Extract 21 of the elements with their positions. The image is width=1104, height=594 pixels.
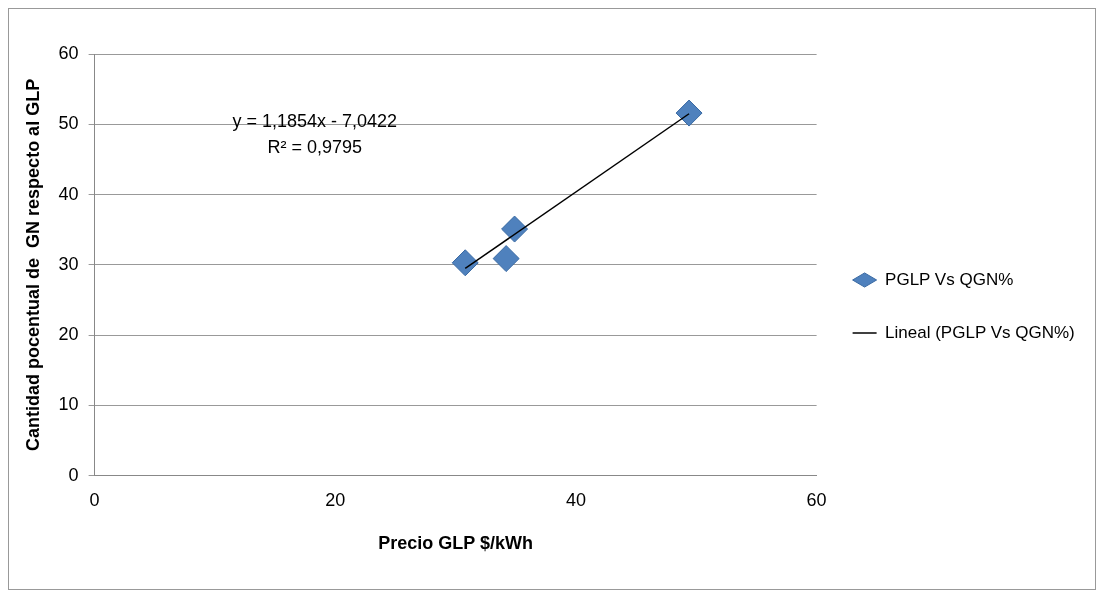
y-tick-label: 50 xyxy=(58,113,79,134)
legend-label: PGLP Vs QGN% xyxy=(885,269,1014,289)
x-axis-title: Precio GLP $/kWh xyxy=(378,533,533,554)
x-tick-label: 20 xyxy=(325,489,346,510)
x-tick-label: 60 xyxy=(806,489,827,510)
y-tick-label: 20 xyxy=(58,324,79,345)
annotation: y = 1,1854x - 7,0422 xyxy=(232,110,398,131)
y-tick-label: 40 xyxy=(58,183,79,204)
point xyxy=(501,215,529,243)
y-tick-label: 0 xyxy=(68,464,79,485)
legend-label: Lineal (PGLP Vs QGN%) xyxy=(885,322,1075,342)
x-tick-label: 40 xyxy=(565,489,586,510)
y-tick-label: 30 xyxy=(58,253,79,274)
x-tick-label: 0 xyxy=(89,489,100,510)
y-tick-label: 60 xyxy=(58,42,79,63)
point xyxy=(492,245,520,273)
annotation: R² = 0,9795 xyxy=(267,136,363,157)
y-tick-label: 10 xyxy=(58,394,79,415)
point xyxy=(675,99,703,127)
y-axis-title: Cantidad pocentual de GN respecto al GLP xyxy=(22,78,43,451)
point xyxy=(451,249,479,277)
